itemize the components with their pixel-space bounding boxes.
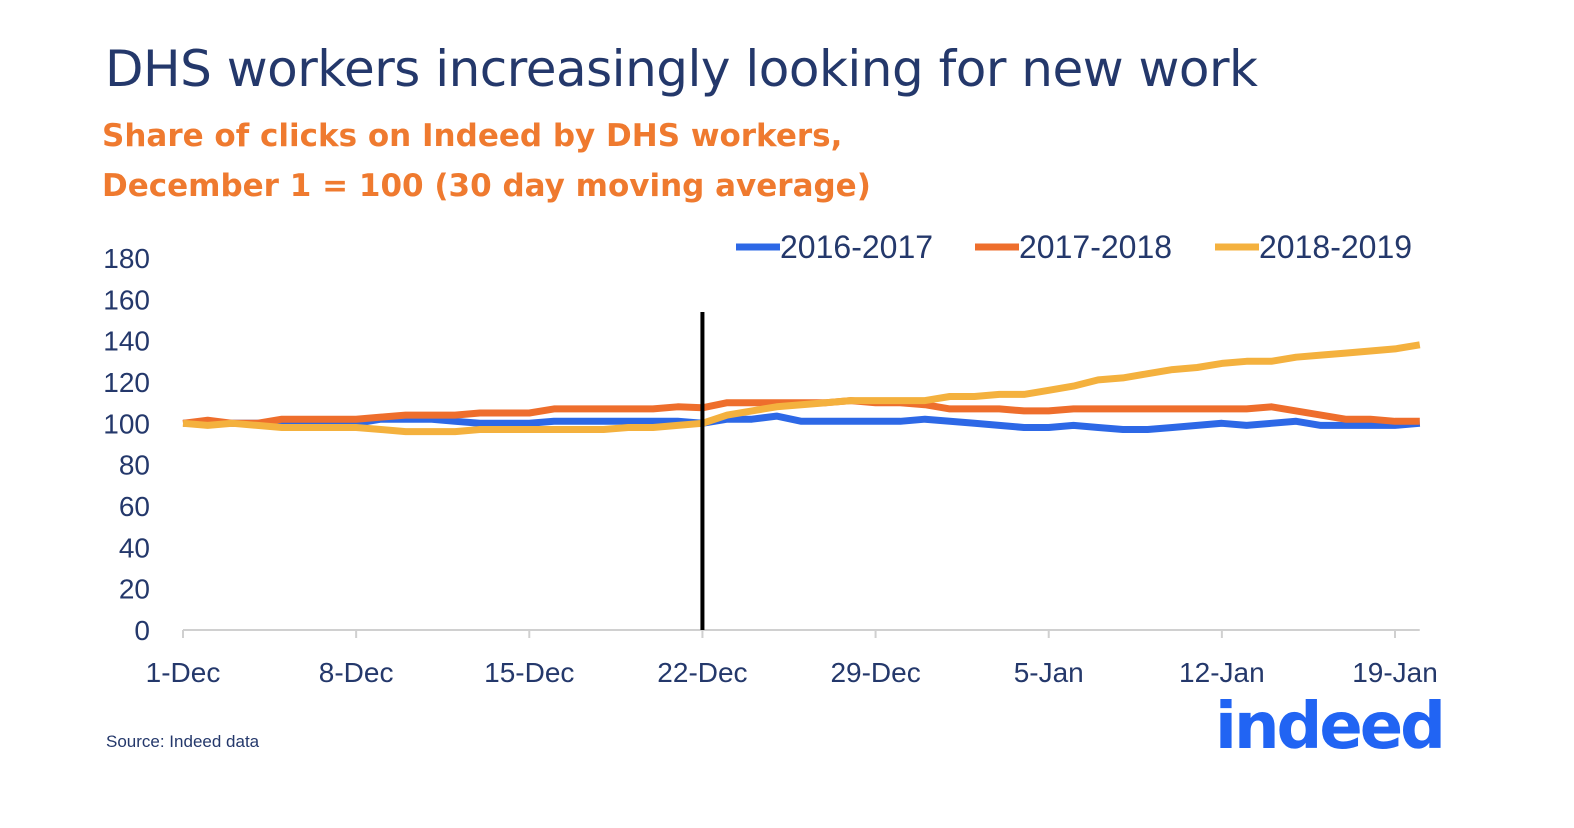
x-tick-label: 12-Jan [1179, 657, 1265, 688]
legend-label: 2017-2018 [1019, 229, 1172, 265]
x-tick-label: 19-Jan [1352, 657, 1438, 688]
legend-label: 2018-2019 [1259, 229, 1412, 265]
chart-subtitle-line-2: December 1 = 100 (30 day moving average) [102, 168, 871, 204]
source-note: Source: Indeed data [106, 732, 260, 751]
y-tick-label: 180 [103, 243, 150, 274]
y-tick-label: 60 [119, 491, 150, 522]
x-tick-label: 22-Dec [657, 657, 747, 688]
y-tick-label: 20 [119, 574, 150, 605]
x-tick-label: 5-Jan [1014, 657, 1084, 688]
series-line-2018-2019 [182, 341, 1421, 436]
chart-subtitle-line-1: Share of clicks on Indeed by DHS workers… [102, 118, 843, 154]
y-tick-label: 100 [103, 408, 150, 439]
y-tick-label: 120 [103, 367, 150, 398]
x-tick-label: 15-Dec [484, 657, 574, 688]
x-tick-label: 1-Dec [146, 657, 221, 688]
y-tick-label: 160 [103, 284, 150, 315]
x-tick-label: 8-Dec [319, 657, 394, 688]
y-tick-label: 140 [103, 326, 150, 357]
indeed-logo: indeed [1215, 690, 1446, 764]
y-tick-label: 0 [134, 615, 150, 646]
legend-label: 2016-2017 [780, 229, 933, 265]
chart-title: DHS workers increasingly looking for new… [105, 40, 1258, 98]
y-tick-label: 80 [119, 450, 150, 481]
y-tick-label: 40 [119, 532, 150, 563]
x-tick-label: 29-Dec [830, 657, 920, 688]
